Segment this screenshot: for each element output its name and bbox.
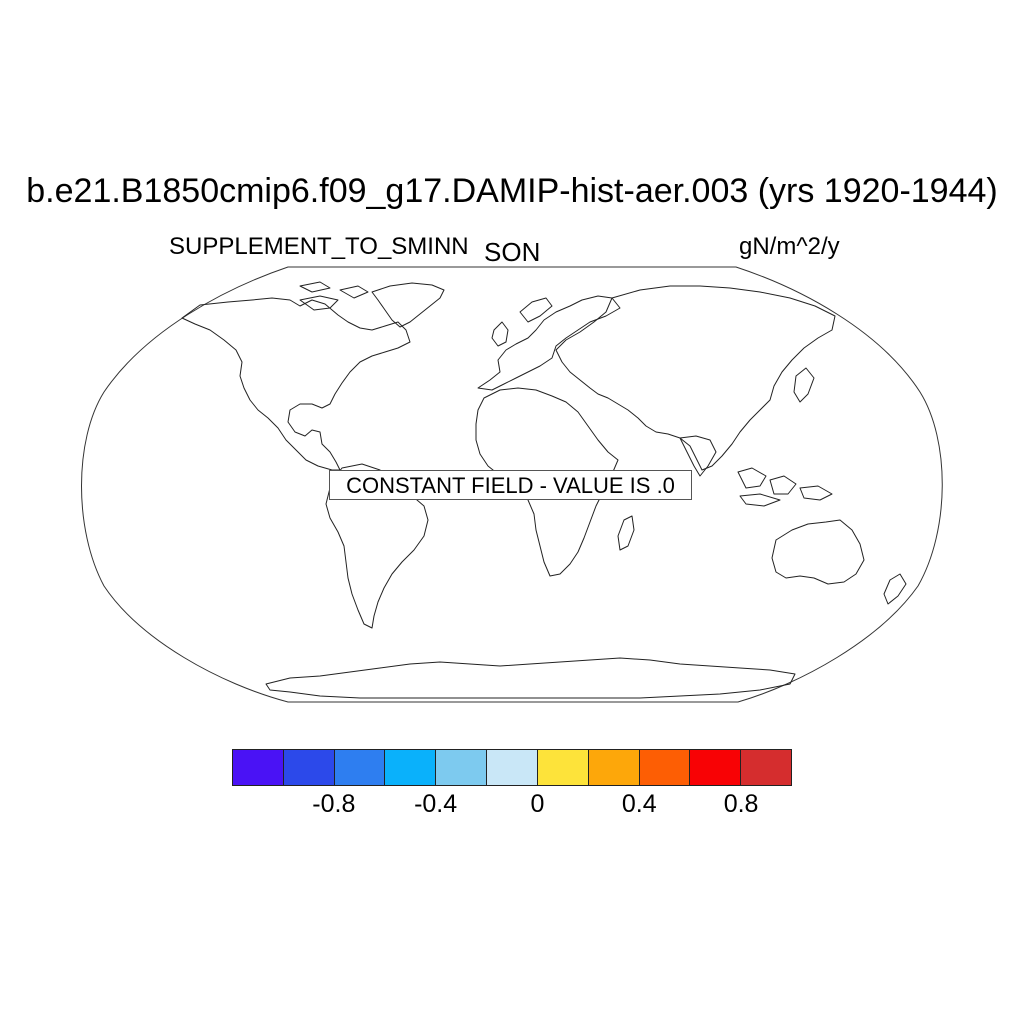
coast-arctic-islands (299, 281, 369, 311)
plot-title: b.e21.B1850cmip6.f09_g17.DAMIP-hist-aer.… (26, 172, 998, 210)
season-label: SON (484, 237, 541, 267)
colorbar-swatch (487, 750, 538, 785)
coast-greenland (371, 282, 445, 328)
colorbar-tick-label: -0.4 (414, 790, 458, 818)
colorbar-swatch (690, 750, 742, 785)
coast-australia (771, 519, 865, 585)
colorbar-swatch (233, 750, 284, 785)
colorbar-tick-label: 0.4 (621, 790, 657, 818)
colorbar-tick-label: 0 (530, 790, 545, 818)
colorbar (232, 749, 792, 786)
coast-japan (793, 367, 815, 403)
coast-madagascar (617, 515, 635, 551)
coast-antarctica (265, 657, 796, 699)
colorbar-swatch (588, 750, 640, 785)
colorbar-swatch (537, 750, 589, 785)
colorbar-swatch (436, 750, 488, 785)
coast-uk (491, 321, 509, 347)
coast-north-america (181, 297, 411, 471)
colorbar-swatch (334, 750, 386, 785)
coast-new-zealand (883, 573, 907, 605)
colorbar-swatch (385, 750, 437, 785)
variable-name: SUPPLEMENT_TO_SMINN (169, 233, 469, 260)
units-label: gN/m^2/y (739, 233, 840, 260)
colorbar-tick-label: -0.8 (312, 790, 356, 818)
colorbar-swatch (283, 750, 335, 785)
colorbar-labels: -0.8 -0.4 0 0.4 0.8 (232, 790, 792, 822)
colorbar-swatch (741, 750, 791, 785)
coast-india (679, 435, 717, 477)
constant-field-notice: CONSTANT FIELD - VALUE IS .0 (329, 470, 692, 500)
colorbar-swatch (639, 750, 691, 785)
colorbar-tick-label: 0.8 (723, 790, 759, 818)
coast-indonesia (737, 467, 833, 507)
